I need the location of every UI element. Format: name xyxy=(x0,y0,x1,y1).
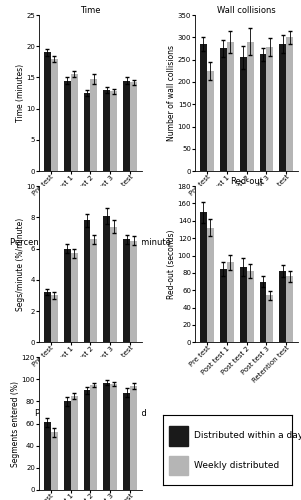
Bar xyxy=(123,239,130,343)
Bar xyxy=(51,58,58,171)
Title: Wall collisions: Wall collisions xyxy=(217,6,276,15)
Bar xyxy=(91,385,98,490)
Bar xyxy=(169,456,188,475)
Bar xyxy=(200,212,207,342)
Bar xyxy=(286,276,293,342)
Bar xyxy=(104,382,110,490)
Bar xyxy=(104,216,110,342)
Y-axis label: Red-out (seconds): Red-out (seconds) xyxy=(167,230,176,299)
Bar xyxy=(71,254,78,342)
Bar xyxy=(169,426,188,446)
Bar xyxy=(240,58,247,171)
Bar xyxy=(91,80,98,171)
Bar xyxy=(84,93,91,171)
Bar xyxy=(247,271,253,342)
Bar xyxy=(227,262,234,342)
Bar xyxy=(207,71,214,171)
Bar xyxy=(44,292,51,343)
Bar xyxy=(227,42,234,171)
Y-axis label: Number of wall collisions: Number of wall collisions xyxy=(167,45,176,141)
Bar xyxy=(44,52,51,171)
Bar xyxy=(279,44,286,171)
Bar xyxy=(71,74,78,171)
Bar xyxy=(259,282,266,343)
Bar xyxy=(110,226,117,342)
Bar xyxy=(259,54,266,171)
X-axis label: Percent segments entered: Percent segments entered xyxy=(35,409,146,418)
Title: Time: Time xyxy=(80,6,101,15)
Bar xyxy=(51,296,58,343)
Bar xyxy=(64,248,71,342)
Y-axis label: Segs/minute (%/minute): Segs/minute (%/minute) xyxy=(16,218,25,311)
Bar xyxy=(247,42,253,171)
Text: Weekly distributed: Weekly distributed xyxy=(194,461,279,470)
Bar xyxy=(84,390,91,490)
Bar xyxy=(130,82,137,171)
Bar xyxy=(130,241,137,342)
Bar xyxy=(266,296,273,343)
Bar xyxy=(110,91,117,171)
Bar xyxy=(123,80,130,171)
Bar xyxy=(64,80,71,171)
Bar xyxy=(240,267,247,342)
Y-axis label: Time (minutes): Time (minutes) xyxy=(16,64,25,122)
Bar xyxy=(220,268,227,342)
Bar xyxy=(104,90,110,171)
Y-axis label: Segments entered (%): Segments entered (%) xyxy=(11,380,20,466)
Bar xyxy=(279,271,286,342)
Bar xyxy=(130,386,137,490)
Bar xyxy=(220,48,227,171)
Bar xyxy=(51,432,58,490)
X-axis label: Percent segments entered per minute: Percent segments entered per minute xyxy=(10,238,171,247)
Bar xyxy=(84,220,91,342)
Bar xyxy=(71,396,78,490)
Bar xyxy=(91,239,98,343)
Bar xyxy=(266,47,273,171)
Bar xyxy=(123,392,130,490)
Bar xyxy=(286,38,293,171)
Bar xyxy=(44,422,51,490)
Title: Red-out: Red-out xyxy=(230,177,263,186)
Bar xyxy=(64,402,71,490)
Bar xyxy=(110,384,117,490)
Bar xyxy=(200,44,207,171)
Bar xyxy=(207,228,214,342)
Text: Distributed within a day: Distributed within a day xyxy=(194,432,301,440)
